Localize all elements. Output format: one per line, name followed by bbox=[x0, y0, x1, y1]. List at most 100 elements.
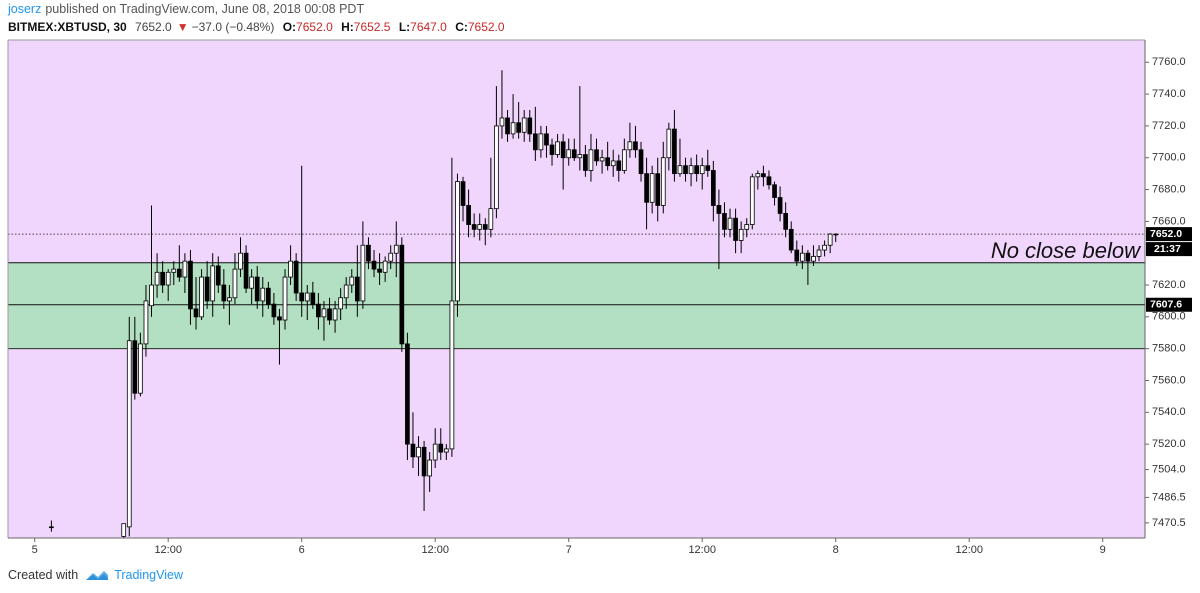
price-box bbox=[1146, 297, 1192, 312]
candle-body bbox=[360, 244, 366, 302]
x-tick-label: 6 bbox=[299, 544, 305, 556]
candle-body bbox=[349, 276, 355, 286]
candle-body bbox=[299, 292, 305, 302]
candle-body bbox=[338, 297, 343, 310]
candle-body bbox=[171, 268, 177, 273]
candle-body bbox=[549, 144, 555, 155]
x-tick-label: 12:00 bbox=[421, 544, 449, 556]
candle-body bbox=[327, 308, 332, 321]
candle-body bbox=[621, 149, 627, 171]
x-tick-label: 9 bbox=[1100, 544, 1106, 556]
support-zone bbox=[8, 262, 1145, 349]
candle-body bbox=[316, 303, 321, 318]
candle-body bbox=[288, 260, 293, 278]
candle-body bbox=[627, 141, 633, 151]
candle-body bbox=[766, 176, 772, 186]
candle-body bbox=[672, 128, 677, 175]
candle-body bbox=[149, 284, 154, 307]
candle-body bbox=[644, 173, 649, 203]
footer-text: Created with bbox=[8, 568, 79, 582]
candle-body bbox=[510, 122, 516, 135]
symbol: BITMEX:XBTUSD, 30 bbox=[8, 20, 127, 34]
candle-body bbox=[377, 268, 382, 273]
candle-body bbox=[571, 149, 577, 159]
candle-body bbox=[783, 213, 789, 230]
candle-body bbox=[215, 265, 221, 286]
brand[interactable]: TradingView bbox=[114, 568, 183, 582]
candle-body bbox=[176, 268, 182, 278]
candle-body bbox=[427, 459, 432, 477]
y-tick-label: 7720.0 bbox=[1152, 120, 1186, 132]
candle-body bbox=[232, 268, 238, 299]
candle-body bbox=[399, 244, 405, 345]
candle-body bbox=[516, 122, 521, 133]
candle-body bbox=[449, 300, 455, 450]
candle-body bbox=[243, 252, 249, 289]
candle-body bbox=[293, 260, 299, 294]
candle-body bbox=[455, 181, 460, 302]
published-note: published on TradingView.com, June 08, 2… bbox=[45, 2, 365, 16]
candle-body bbox=[827, 233, 833, 246]
y-tick-label: 7620.0 bbox=[1152, 279, 1186, 291]
candle-body bbox=[599, 157, 605, 162]
y-tick-label: 7504.0 bbox=[1152, 463, 1186, 475]
candle-body bbox=[583, 154, 588, 171]
price-box-label: 7607.6 bbox=[1150, 299, 1182, 311]
candle-body bbox=[761, 173, 766, 178]
candle-body bbox=[238, 252, 243, 270]
change: −37.0 (−0.48%) bbox=[191, 20, 275, 34]
candle-body bbox=[227, 297, 232, 302]
candle-body bbox=[677, 165, 683, 175]
candle-body bbox=[410, 443, 416, 458]
y-tick-label: 7680.0 bbox=[1152, 183, 1186, 195]
candle-body bbox=[588, 149, 594, 171]
candle-body bbox=[443, 448, 449, 453]
candle-body bbox=[210, 265, 216, 302]
candle-body bbox=[304, 292, 310, 302]
y-tick-label: 7520.0 bbox=[1152, 438, 1186, 450]
candle-body bbox=[282, 276, 288, 321]
y-tick-label: 7486.5 bbox=[1152, 491, 1186, 503]
footer: Created with TradingView bbox=[8, 568, 183, 582]
ohlc-key: O: bbox=[282, 20, 297, 34]
ohlc-value: 7652.0 bbox=[296, 20, 333, 34]
candle-body bbox=[805, 252, 811, 262]
author[interactable]: joserz bbox=[8, 2, 42, 16]
candle-body bbox=[560, 141, 566, 159]
candle-body bbox=[354, 276, 360, 302]
candle-body bbox=[138, 343, 143, 394]
candle-body bbox=[382, 260, 388, 273]
candle-body bbox=[265, 287, 271, 305]
candle-body bbox=[833, 233, 839, 236]
candle-body bbox=[577, 154, 583, 159]
ohlc-value: 7652.5 bbox=[353, 20, 391, 34]
candle-body bbox=[221, 284, 227, 302]
candle-body bbox=[594, 149, 599, 162]
candle-body bbox=[722, 213, 727, 230]
candle-body bbox=[683, 165, 688, 175]
candle-body bbox=[738, 228, 744, 241]
candle-body bbox=[505, 117, 510, 135]
price-box-label: 7652.0 bbox=[1150, 228, 1182, 240]
candle-body bbox=[204, 276, 210, 302]
candle-body bbox=[705, 165, 711, 171]
candle-body bbox=[460, 181, 466, 206]
ohlc-value: 7652.0 bbox=[467, 20, 505, 34]
candle-body bbox=[755, 173, 761, 178]
x-tick-label: 5 bbox=[32, 544, 38, 556]
candle-body bbox=[438, 443, 444, 453]
candle-body bbox=[482, 224, 488, 230]
plot-area bbox=[8, 40, 1145, 538]
x-tick-label: 12:00 bbox=[955, 544, 983, 556]
brand-logo bbox=[86, 571, 109, 580]
candle-body bbox=[432, 443, 438, 461]
candle-body bbox=[499, 117, 505, 127]
candle-body bbox=[710, 170, 716, 206]
candle-body bbox=[188, 260, 193, 310]
candle-body bbox=[405, 343, 410, 445]
candle-body bbox=[366, 244, 371, 262]
candle-body bbox=[527, 117, 533, 135]
candle-body bbox=[610, 160, 616, 167]
candle-body bbox=[532, 133, 538, 151]
